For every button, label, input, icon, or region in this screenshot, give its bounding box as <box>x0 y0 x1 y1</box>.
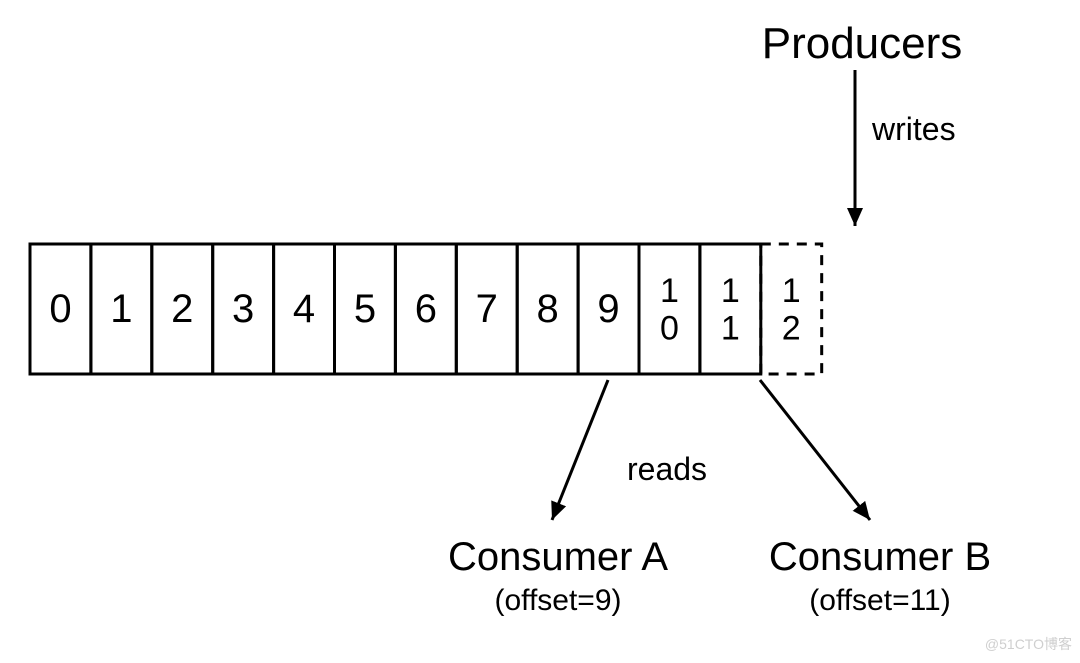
consumer-a-label: Consumer A <box>448 535 668 579</box>
consumer-a-offset: (offset=9) <box>494 584 621 617</box>
log-cell-label-12-d1: 2 <box>782 310 801 348</box>
reads-label: reads <box>627 451 707 487</box>
log-cell-label-4: 4 <box>293 287 315 331</box>
log-cell-label-11-d1: 1 <box>721 310 740 348</box>
log-cell-label-12-d0: 1 <box>782 272 801 310</box>
consumer-b-label: Consumer B <box>769 535 991 579</box>
log-cell-label-6: 6 <box>415 287 437 331</box>
consumer-b-offset: (offset=11) <box>809 584 950 617</box>
log-cell-label-1: 1 <box>110 287 132 331</box>
log-cell-label-0: 0 <box>49 287 71 331</box>
log-cell-label-10-d1: 0 <box>660 310 679 348</box>
log-cell-label-9: 9 <box>597 287 619 331</box>
log-cell-label-7: 7 <box>476 287 498 331</box>
log-cell-label-2: 2 <box>171 287 193 331</box>
writes-label: writes <box>871 111 956 147</box>
log-cell-label-11-d0: 1 <box>721 272 740 310</box>
consumer-a-read-arrow <box>552 380 608 520</box>
log-cell-label-5: 5 <box>354 287 376 331</box>
watermark: @51CTO博客 <box>985 634 1072 654</box>
producers-label: Producers <box>762 19 963 68</box>
diagram-svg: 0123456789101112ProducerswritesreadsCons… <box>0 0 1080 658</box>
diagram-canvas: 0123456789101112ProducerswritesreadsCons… <box>0 0 1080 658</box>
consumer-b-read-arrow <box>760 380 870 520</box>
log-cell-label-8: 8 <box>537 287 559 331</box>
log-cell-label-10-d0: 1 <box>660 272 679 310</box>
log-cell-label-3: 3 <box>232 287 254 331</box>
